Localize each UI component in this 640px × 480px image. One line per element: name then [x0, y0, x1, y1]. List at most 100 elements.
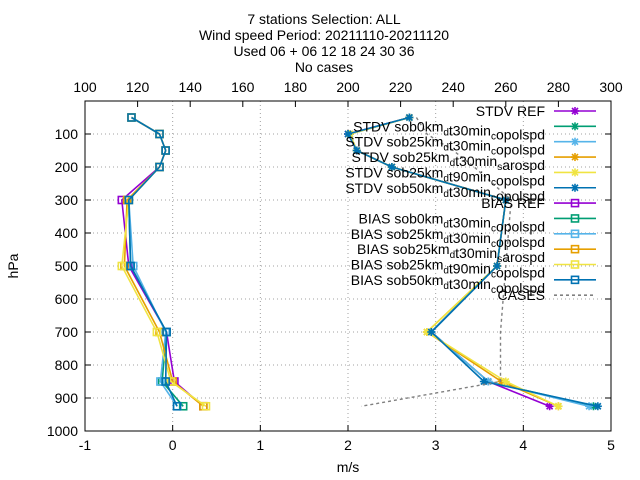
data-point	[162, 327, 171, 337]
legend-label: BIAS sob0kmdt30mincopolspd	[359, 210, 545, 234]
title-line-2: Wind speed Period: 20211110-20211120	[199, 27, 449, 43]
legend-item: STDV REF	[476, 103, 596, 119]
title-line-4: No cases	[295, 59, 353, 75]
legend-marker	[571, 183, 579, 192]
x2-tick-label: 120	[126, 79, 150, 95]
legend-label: BIAS sob50kmdt30mincopolspd	[351, 272, 545, 296]
legend-item: STDV sob25kmdt90mincopolspd	[345, 164, 596, 188]
data-point	[126, 261, 135, 271]
x2-tick-label: 160	[231, 79, 255, 95]
data-point	[545, 402, 554, 411]
data-point	[427, 328, 436, 336]
legend-item: CASES	[498, 287, 596, 303]
data-point	[479, 377, 488, 386]
y-tick-label: 400	[55, 225, 79, 241]
legend-marker	[571, 137, 579, 146]
series-line	[361, 117, 512, 407]
legend-marker	[570, 229, 580, 239]
x2-tick-label: 100	[73, 79, 97, 95]
y-tick-label: 800	[55, 357, 79, 373]
legend-label: BIAS REF	[481, 195, 545, 211]
legend-marker	[571, 168, 579, 177]
data-point	[156, 377, 165, 386]
data-point	[127, 113, 136, 122]
data-point	[124, 195, 134, 205]
series-11	[124, 113, 182, 411]
title-line-3: Used 06 + 06 12 18 24 30 36	[234, 43, 415, 59]
y-tick-label: 500	[55, 258, 79, 274]
x2-tick-label: 300	[599, 79, 623, 95]
legend-label: STDV REF	[476, 103, 545, 119]
data-point	[405, 113, 414, 122]
data-point	[152, 327, 162, 337]
data-point	[501, 196, 510, 204]
legend-item: STDV sob0kmdt30mincopolspd	[353, 118, 596, 142]
x-tick-label: 1	[256, 437, 264, 453]
legend-item: BIAS sob25kmdt90mincopolspd	[351, 257, 596, 281]
legend-marker	[570, 260, 580, 269]
data-point	[593, 402, 602, 411]
legend-item: BIAS sob50kmdt30mincopolspd	[351, 272, 596, 296]
series-line	[127, 116, 178, 407]
y-tick-label: 100	[55, 126, 79, 142]
data-point	[127, 113, 136, 122]
y-tick-label: 1000	[47, 423, 78, 439]
legend-item: STDV sob25kmdt30minsarospd	[352, 149, 596, 173]
legend-label: BIAS sob25kmdt30minsarospd	[357, 241, 545, 265]
legend-marker	[571, 107, 579, 115]
legend-label: CASES	[498, 287, 545, 303]
series-12	[361, 117, 512, 407]
legend-label: STDV sob25kmdt90mincopolspd	[345, 164, 545, 188]
ticks-layer: -1 0 1 2 3 4 5 100 120 140 160 180 200 220 240 260 280 30…	[47, 79, 623, 453]
data-point	[127, 113, 136, 122]
data-point	[554, 402, 563, 411]
data-point	[352, 146, 361, 155]
title-line-1: 7 stations Selection: ALL	[247, 11, 401, 27]
y-tick-label: 900	[55, 390, 79, 406]
data-point	[493, 262, 502, 270]
x-tick-label: 4	[519, 437, 527, 453]
legend-item: BIAS sob25kmdt30mincopolspd	[351, 226, 596, 250]
legend-item: BIAS sob0kmdt30mincopolspd	[359, 210, 596, 234]
data-point	[501, 377, 510, 386]
x2-tick-label: 240	[442, 79, 466, 95]
legend-label: BIAS sob25kmdt90mincopolspd	[351, 257, 545, 281]
x2-tick-label: 180	[284, 79, 308, 95]
y-tick-label: 700	[55, 324, 79, 340]
y-tick-label: 200	[55, 159, 79, 175]
legend-marker	[570, 244, 580, 254]
legend-label: BIAS sob25kmdt30mincopolspd	[351, 226, 545, 250]
legend-item: BIAS sob25kmdt30minsarospd	[357, 241, 596, 265]
legend-item: STDV sob50kmdt30mincopolspd	[345, 180, 596, 204]
x-tick-label: -1	[79, 437, 92, 453]
x2-tick-label: 220	[389, 79, 413, 95]
data-point	[161, 146, 170, 155]
data-point	[117, 261, 127, 271]
data-point	[166, 377, 176, 386]
x2-tick-label: 200	[336, 79, 360, 95]
data-point	[172, 401, 182, 411]
data-point	[155, 129, 164, 139]
x2-tick-label: 260	[494, 79, 518, 95]
x-axis-label: m/s	[337, 459, 360, 475]
legend-label: STDV sob25kmdt30minsarospd	[352, 149, 545, 173]
x-tick-label: 0	[169, 437, 177, 453]
legend-marker	[571, 122, 579, 131]
data-point	[201, 401, 211, 411]
legend-marker	[570, 275, 580, 285]
y-axis-label: hPa	[5, 253, 21, 278]
x2-tick-label: 140	[179, 79, 203, 95]
data-point	[344, 130, 352, 138]
legend-label: STDV sob50kmdt30mincopolspd	[345, 180, 545, 204]
legend-marker	[571, 153, 579, 162]
data-point	[127, 113, 136, 122]
legend-label: STDV sob25kmdt30mincopolspd	[345, 134, 545, 158]
legend-label: STDV sob0kmdt30mincopolspd	[353, 118, 545, 142]
data-point	[155, 162, 164, 172]
x-tick-label: 5	[607, 437, 615, 453]
y-tick-label: 600	[55, 291, 79, 307]
series-5	[344, 113, 602, 411]
series-layer	[117, 113, 602, 411]
